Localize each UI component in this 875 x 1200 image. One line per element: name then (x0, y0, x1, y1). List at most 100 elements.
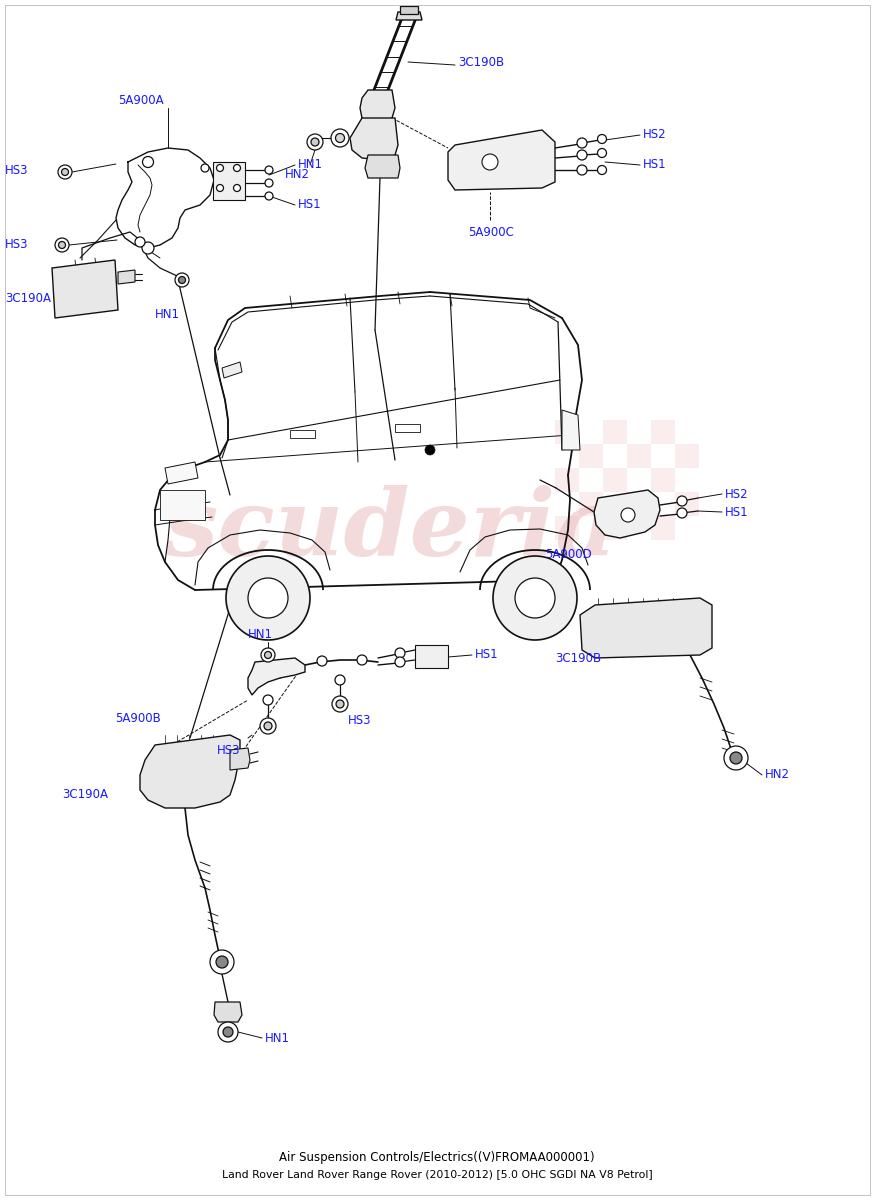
Circle shape (218, 1022, 238, 1042)
Circle shape (621, 508, 635, 522)
Circle shape (331, 128, 349, 146)
Text: HS1: HS1 (475, 648, 499, 661)
Text: HS3: HS3 (5, 239, 29, 252)
Text: HS1: HS1 (643, 158, 667, 172)
Circle shape (264, 652, 271, 659)
Bar (579, 492, 603, 516)
Bar (555, 420, 579, 444)
Circle shape (58, 164, 72, 179)
Circle shape (482, 154, 498, 170)
Text: 3C190A: 3C190A (5, 292, 51, 305)
Text: scuderia: scuderia (164, 485, 616, 575)
Bar (555, 516, 579, 540)
Circle shape (234, 164, 241, 172)
Circle shape (577, 150, 587, 160)
Bar (627, 444, 651, 468)
Polygon shape (594, 490, 660, 538)
Text: HN2: HN2 (285, 168, 310, 181)
Circle shape (226, 556, 310, 640)
Bar (651, 516, 675, 540)
Circle shape (143, 156, 153, 168)
Bar (627, 492, 651, 516)
Circle shape (210, 950, 234, 974)
Bar (555, 468, 579, 492)
Circle shape (261, 648, 275, 662)
Circle shape (264, 722, 272, 730)
Circle shape (248, 578, 288, 618)
Circle shape (234, 185, 241, 192)
Circle shape (395, 648, 405, 658)
Circle shape (677, 496, 687, 506)
Polygon shape (230, 748, 250, 770)
Text: 3C190A: 3C190A (62, 788, 108, 802)
Bar (579, 444, 603, 468)
Circle shape (201, 164, 209, 172)
Bar (675, 444, 699, 468)
Text: 5A900A: 5A900A (118, 94, 164, 107)
Text: 3C190B: 3C190B (555, 652, 601, 665)
Circle shape (332, 696, 348, 712)
Polygon shape (360, 90, 395, 122)
Bar (603, 516, 627, 540)
Circle shape (175, 272, 189, 287)
Circle shape (335, 133, 345, 143)
Circle shape (142, 242, 154, 254)
Circle shape (335, 674, 345, 685)
Circle shape (425, 445, 435, 455)
Circle shape (357, 655, 367, 665)
Circle shape (515, 578, 555, 618)
Circle shape (265, 192, 273, 200)
Text: HS1: HS1 (298, 198, 322, 211)
Circle shape (598, 149, 606, 157)
Polygon shape (396, 12, 422, 20)
Circle shape (577, 138, 587, 148)
Polygon shape (213, 162, 245, 200)
Text: Air Suspension Controls/Electrics((V)FROMAA000001): Air Suspension Controls/Electrics((V)FRO… (279, 1152, 595, 1164)
Polygon shape (140, 734, 240, 808)
Bar (400, 6, 418, 14)
Circle shape (135, 236, 145, 247)
Text: HS3: HS3 (348, 714, 372, 726)
Text: HN1: HN1 (298, 158, 323, 172)
Polygon shape (580, 598, 712, 658)
Circle shape (216, 164, 223, 172)
Polygon shape (52, 260, 118, 318)
Bar (160, 490, 205, 520)
Polygon shape (562, 410, 580, 450)
Text: HS3: HS3 (216, 744, 240, 756)
Circle shape (677, 508, 687, 518)
Circle shape (493, 556, 577, 640)
Bar (603, 468, 627, 492)
Polygon shape (222, 362, 242, 378)
Polygon shape (448, 130, 555, 190)
Bar (290, 430, 315, 438)
Circle shape (263, 695, 273, 704)
Text: HS3: HS3 (5, 163, 29, 176)
Text: HN1: HN1 (248, 629, 272, 642)
Circle shape (730, 752, 742, 764)
Circle shape (598, 134, 606, 144)
Text: 3C190B: 3C190B (458, 56, 504, 70)
Circle shape (598, 166, 606, 174)
Polygon shape (365, 155, 400, 178)
Circle shape (307, 134, 323, 150)
Circle shape (55, 238, 69, 252)
Circle shape (265, 179, 273, 187)
Circle shape (178, 276, 186, 283)
Circle shape (61, 168, 68, 175)
Bar (603, 420, 627, 444)
Bar (675, 492, 699, 516)
Text: 5A900B: 5A900B (115, 712, 161, 725)
Polygon shape (214, 1002, 242, 1022)
Circle shape (317, 656, 327, 666)
Text: HS1: HS1 (725, 505, 749, 518)
Circle shape (223, 1027, 233, 1037)
Text: HN2: HN2 (765, 768, 790, 781)
Circle shape (336, 700, 344, 708)
Polygon shape (415, 646, 448, 668)
Bar (395, 424, 420, 432)
Circle shape (59, 241, 66, 248)
Text: HS2: HS2 (643, 128, 667, 142)
Text: HS2: HS2 (725, 487, 749, 500)
Polygon shape (118, 270, 135, 284)
